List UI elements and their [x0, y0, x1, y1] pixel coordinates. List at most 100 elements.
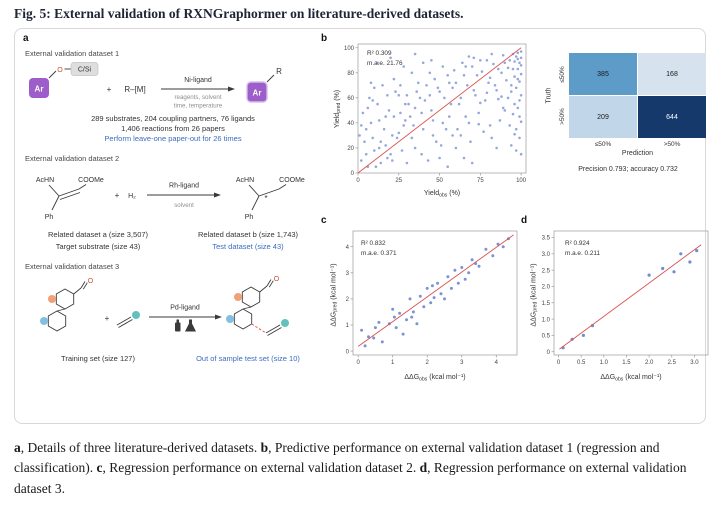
bond-line — [251, 196, 260, 211]
d-r2-value: R² 0.924 — [565, 240, 590, 247]
prediction-col-labels: ≤50% >50% — [569, 141, 713, 148]
truth-row-le50: ≤50% — [555, 53, 569, 96]
teal-site-marker — [281, 318, 289, 327]
double-bond-line — [265, 324, 281, 334]
panel-b-label: b — [321, 33, 328, 44]
plus-sign: + — [115, 191, 120, 200]
axis-label-part: (kcal mol⁻¹) — [623, 374, 662, 381]
aldehyde-o-label: O — [88, 278, 94, 285]
orange-site-marker — [48, 294, 56, 303]
precision-accuracy-text: Precision 0.793; accuracy 0.732 — [578, 166, 678, 173]
svg-text:2.5: 2.5 — [668, 360, 677, 366]
product-ar-icon — [246, 81, 268, 103]
panel-a-label: a — [23, 33, 29, 44]
caption-c-marker: c — [96, 460, 103, 476]
ddg-scatter-plot-d: 0 0.5 1.0 1.5 2.0 2.5 3.0 0 0.5 1.0 1.5 2.0 2.5 3.0 3.… — [542, 230, 709, 366]
product-coome-label: COOMe — [279, 177, 305, 184]
target-substrate-label: Target substrate (size 43) — [55, 241, 141, 251]
bond-line — [248, 185, 260, 197]
svg-text:60: 60 — [347, 96, 354, 102]
axis-label-part: (kcal mol⁻¹) — [530, 263, 538, 302]
svg-text:3.0: 3.0 — [542, 252, 551, 258]
conditions-line2: time, temperature — [174, 103, 223, 110]
caption-b-text: , Predictive performance on external val… — [14, 440, 660, 476]
svg-text:40: 40 — [347, 121, 354, 127]
vial-icon — [175, 322, 181, 332]
yield-parity-chart: 0 25 50 75 100 0 20 40 60 80 100 R² 0.309 m.a.e. 2… — [331, 37, 535, 209]
caption-b-marker: b — [260, 440, 269, 455]
svg-text:2: 2 — [346, 297, 350, 303]
b-r2-value: R² 0.309 — [367, 50, 392, 57]
svg-text:0: 0 — [351, 171, 355, 177]
d-x-axis-label: ΔΔGobs (kcal mol⁻¹) — [554, 373, 708, 382]
svg-text:0: 0 — [547, 350, 551, 356]
svg-text:0.5: 0.5 — [542, 334, 551, 340]
double-bond-line — [116, 316, 132, 326]
dataset3-row: Training set (size 127) Out of sample te… — [23, 353, 323, 364]
svg-text:0.5: 0.5 — [577, 360, 586, 366]
double-bond-line — [267, 326, 282, 336]
double-bond-line — [80, 281, 86, 289]
pd-ligand-label: Pd-ligand — [170, 304, 200, 311]
svg-text:1: 1 — [391, 360, 395, 366]
product-ph-label: Ph — [245, 214, 254, 221]
product-r-label: R — [276, 67, 282, 76]
svg-text:1.5: 1.5 — [622, 360, 631, 366]
truth-row-gt50: >50% — [555, 96, 569, 139]
blue-site-marker — [226, 314, 234, 323]
ddg-scatter-plot-c: 0 1 2 3 4 0 1 2 3 4 — [346, 230, 518, 366]
double-bond-line — [268, 280, 274, 288]
dataset1-stat1: 289 substrates, 204 coupling partners, 7… — [91, 114, 255, 123]
axis-label-part: obs — [439, 192, 448, 199]
double-bond-line — [58, 188, 80, 197]
figure-number: Fig. 5: — [14, 6, 55, 21]
stereocenter-star: * — [264, 194, 267, 203]
figure-panel: a External validation dataset 1 Ar O C/S… — [14, 28, 709, 424]
dataset2-heading: External validation dataset 2 — [25, 154, 120, 164]
svg-text:75: 75 — [477, 178, 484, 184]
axis-label-part: ΔΔG — [600, 374, 616, 381]
caption-a-marker: a — [14, 440, 21, 455]
svg-text:2.0: 2.0 — [645, 360, 654, 366]
product-achn-label: AcHN — [236, 177, 254, 184]
axis-label-part: (%) — [447, 190, 461, 197]
plus-sign: + — [105, 314, 110, 323]
panel-c-label: c — [321, 215, 327, 226]
axis-label-part: (%) — [333, 89, 341, 103]
bond-line — [73, 287, 82, 295]
bond-line — [242, 306, 252, 310]
ni-ligand-label: Ni-ligand — [184, 77, 212, 84]
axis-label-part: pred — [336, 102, 343, 113]
svg-text:2: 2 — [426, 360, 430, 366]
pred-col-gt50: >50% — [663, 141, 681, 148]
coupling-partner-label: R–[M] — [124, 85, 145, 94]
bond-line — [48, 70, 57, 79]
axis-label-part: pred — [332, 301, 339, 312]
panel-d-label: d — [521, 215, 528, 226]
dataset3-heading: External validation dataset 3 — [25, 261, 120, 271]
bond-line — [48, 185, 60, 197]
axis-label-part: Yield — [333, 112, 341, 129]
d-annotation: R² 0.924 m.a.e. 0.211 — [565, 239, 600, 258]
vial-icon — [176, 319, 179, 323]
csi-group-icon — [70, 62, 99, 76]
svg-text:50: 50 — [436, 178, 443, 184]
axis-label-part: ΔΔG — [330, 311, 338, 327]
dataset2-row1: Related dataset a (size 3,507) Related d… — [23, 229, 323, 240]
axis-label-part: ΔΔG — [530, 311, 538, 327]
svg-text:0: 0 — [557, 360, 561, 366]
svg-text:1: 1 — [346, 323, 350, 329]
ring-icon — [241, 286, 261, 308]
bond-line — [56, 308, 66, 312]
bond-line — [78, 184, 87, 190]
axis-label-part: (kcal mol⁻¹) — [427, 374, 466, 381]
yield-scatter-plot: 0 25 50 75 100 0 20 40 60 80 100 — [344, 43, 527, 184]
svg-text:4: 4 — [346, 245, 350, 251]
figure-caption: a, Details of three literature-derived d… — [14, 438, 708, 499]
svg-text:0: 0 — [357, 360, 361, 366]
dataset3-scheme: O + Pd-ligand O — [40, 276, 289, 336]
truth-axis-text: Truth — [545, 87, 553, 104]
cm-cell-true-gt50-pred-gt50: 644 — [638, 96, 706, 138]
cm-cell-true-gt50-pred-le50: 209 — [569, 96, 637, 138]
